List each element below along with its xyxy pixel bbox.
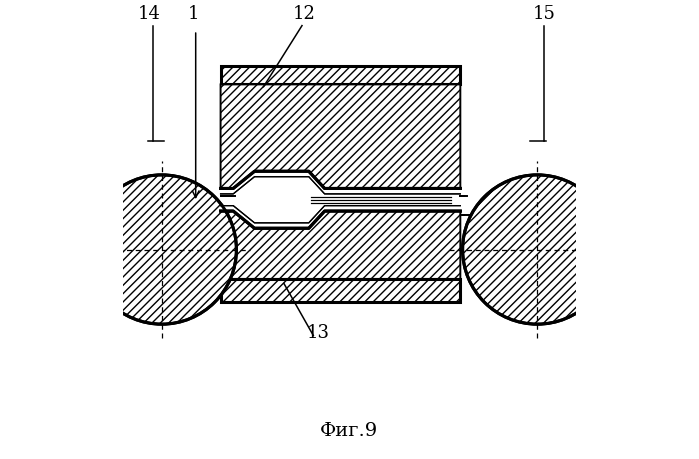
Polygon shape <box>221 206 461 228</box>
Text: 14: 14 <box>138 6 161 23</box>
Polygon shape <box>221 84 461 189</box>
Text: 13: 13 <box>306 324 329 342</box>
Text: 1: 1 <box>188 6 199 23</box>
Bar <box>221 66 461 84</box>
Circle shape <box>463 175 612 324</box>
Bar <box>221 279 461 302</box>
Text: Фиг.9: Фиг.9 <box>320 421 379 440</box>
Circle shape <box>87 175 236 324</box>
Text: 12: 12 <box>293 6 316 23</box>
Polygon shape <box>221 171 461 194</box>
Polygon shape <box>221 171 461 193</box>
Polygon shape <box>221 211 461 279</box>
Text: 15: 15 <box>533 6 556 23</box>
Polygon shape <box>221 207 461 228</box>
